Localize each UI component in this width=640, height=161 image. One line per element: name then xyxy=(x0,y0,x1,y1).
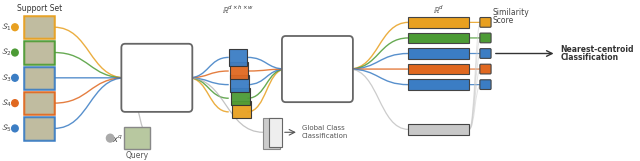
FancyBboxPatch shape xyxy=(228,49,248,66)
Text: $\mathbb{R}^{d\times h\times w}$: $\mathbb{R}^{d\times h\times w}$ xyxy=(222,4,254,16)
Text: $f_\theta$: $f_\theta$ xyxy=(152,80,162,94)
Text: Score: Score xyxy=(493,16,514,25)
Bar xyxy=(25,93,53,113)
FancyBboxPatch shape xyxy=(408,64,469,74)
FancyBboxPatch shape xyxy=(24,16,54,38)
FancyBboxPatch shape xyxy=(263,118,280,149)
Circle shape xyxy=(12,74,18,81)
Text: $\mathcal{S}_3$: $\mathcal{S}_3$ xyxy=(1,72,12,84)
FancyBboxPatch shape xyxy=(480,80,491,90)
FancyBboxPatch shape xyxy=(480,18,491,27)
FancyBboxPatch shape xyxy=(408,124,469,135)
Text: $x^q$: $x^q$ xyxy=(112,133,123,144)
FancyBboxPatch shape xyxy=(282,36,353,102)
Bar xyxy=(25,68,53,88)
Text: Global Class: Global Class xyxy=(301,125,344,131)
FancyBboxPatch shape xyxy=(231,88,250,105)
FancyBboxPatch shape xyxy=(24,117,54,140)
Circle shape xyxy=(12,125,18,132)
FancyBboxPatch shape xyxy=(408,48,469,59)
FancyBboxPatch shape xyxy=(24,41,54,64)
Text: Module: Module xyxy=(302,71,333,80)
Text: Classification: Classification xyxy=(560,53,618,62)
FancyBboxPatch shape xyxy=(122,44,193,112)
Text: Pooling: Pooling xyxy=(302,63,333,72)
Text: Classification: Classification xyxy=(301,133,348,139)
Circle shape xyxy=(12,100,18,107)
Text: Support Set: Support Set xyxy=(17,4,62,13)
FancyBboxPatch shape xyxy=(230,62,248,79)
Circle shape xyxy=(12,24,18,31)
Bar xyxy=(25,118,53,139)
FancyBboxPatch shape xyxy=(269,118,282,147)
Text: $\mathcal{S}_5$: $\mathcal{S}_5$ xyxy=(1,123,12,134)
Text: Linear: Linear xyxy=(273,123,278,142)
Text: Network: Network xyxy=(140,71,175,80)
FancyBboxPatch shape xyxy=(24,92,54,114)
FancyBboxPatch shape xyxy=(408,79,469,90)
FancyBboxPatch shape xyxy=(408,33,469,43)
Text: $\mathbb{R}^d$: $\mathbb{R}^d$ xyxy=(433,4,444,16)
FancyBboxPatch shape xyxy=(408,17,469,28)
Circle shape xyxy=(106,134,114,142)
Bar xyxy=(25,42,53,63)
Bar xyxy=(25,17,53,38)
FancyBboxPatch shape xyxy=(480,64,491,74)
Text: Similarity: Similarity xyxy=(493,8,530,17)
Circle shape xyxy=(12,49,18,56)
Text: Nearest-centroid: Nearest-centroid xyxy=(560,45,634,54)
FancyBboxPatch shape xyxy=(480,33,491,43)
Text: Embedding: Embedding xyxy=(133,64,180,73)
FancyBboxPatch shape xyxy=(230,75,249,92)
Text: $\mathcal{S}_4$: $\mathcal{S}_4$ xyxy=(1,97,12,109)
Text: $\mathcal{S}_1$: $\mathcal{S}_1$ xyxy=(1,21,12,33)
Text: Query: Query xyxy=(125,151,149,160)
Text: Attentive: Attentive xyxy=(298,55,337,64)
FancyBboxPatch shape xyxy=(124,128,150,149)
FancyBboxPatch shape xyxy=(24,67,54,89)
Text: $\mathcal{S}_2$: $\mathcal{S}_2$ xyxy=(1,47,12,58)
FancyBboxPatch shape xyxy=(480,49,491,58)
FancyBboxPatch shape xyxy=(232,101,251,118)
